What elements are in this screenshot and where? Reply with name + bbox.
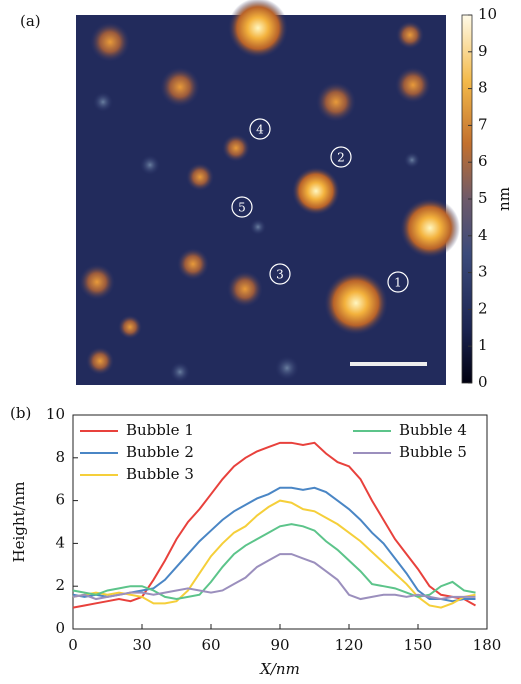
x-tick-label: 150 (404, 636, 433, 654)
y-tick-label: 2 (55, 576, 65, 594)
legend-label: Bubble 5 (399, 443, 467, 461)
x-tick-label: 0 (68, 636, 78, 654)
x-tick-label: 30 (132, 636, 151, 654)
y-tick-label: 0 (55, 619, 65, 637)
x-axis-label: X/nm (259, 660, 300, 678)
legend-label: Bubble 4 (399, 421, 467, 439)
data-line (72, 441, 476, 609)
panel-label: (b) (10, 404, 31, 422)
colorbar-label: nm (495, 187, 513, 211)
colorbar-tick-label: 1 (478, 336, 488, 354)
annotation: 3 (276, 268, 284, 282)
x-tick-label: 60 (201, 636, 220, 654)
colorbar-tick-label: 5 (478, 189, 488, 207)
colorbar-tick-label: 3 (478, 263, 488, 281)
legend-label: Bubble 3 (126, 465, 194, 483)
x-tick-label: 120 (335, 636, 364, 654)
colorbar-tick-label: 4 (478, 226, 488, 244)
data-line (72, 553, 476, 601)
colorbar-tick-label: 10 (478, 5, 497, 23)
data-line (72, 486, 476, 603)
colorbar-tick-label: 6 (478, 152, 488, 170)
legend-label: Bubble 1 (126, 421, 194, 439)
annotation: 1 (394, 276, 402, 290)
annotation: 5 (238, 201, 246, 215)
afm-image (76, 0, 460, 385)
y-tick-label: 6 (55, 491, 65, 509)
data-line (72, 523, 476, 601)
colorbar-tick-label: 7 (478, 115, 488, 133)
y-tick-label: 4 (55, 533, 65, 551)
colorbar-tick-label: 8 (478, 79, 488, 97)
y-tick-label: 8 (55, 448, 65, 466)
colorbar-tick-label: 9 (478, 42, 488, 60)
annotation: 4 (256, 123, 264, 137)
y-tick-label: 10 (46, 405, 65, 423)
panel-label: (a) (20, 12, 41, 30)
legend-label: Bubble 2 (126, 443, 194, 461)
y-axis-label: Height/nm (10, 482, 28, 563)
data-line (72, 499, 476, 609)
colorbar-tick-label: 2 (478, 299, 488, 317)
x-tick-label: 90 (270, 636, 289, 654)
x-tick-label: 180 (473, 636, 502, 654)
colorbar-tick-label: 0 (478, 373, 488, 391)
annotation: 2 (337, 151, 345, 165)
